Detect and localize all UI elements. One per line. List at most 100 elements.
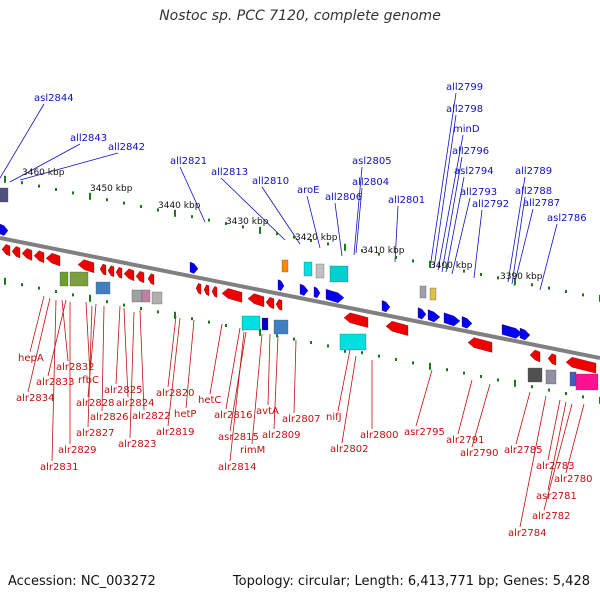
- forward-gene-label[interactable]: all2796: [452, 146, 489, 157]
- reverse-gene-label[interactable]: hetP: [174, 409, 196, 420]
- bottom-leader-line: [139, 309, 145, 411]
- reverse-gene-label[interactable]: asr2795: [404, 427, 445, 438]
- reverse-gene-label[interactable]: alr2829: [58, 445, 96, 456]
- forward-gene-label[interactable]: all2787: [523, 198, 560, 209]
- reverse-gene-label[interactable]: asr2781: [536, 491, 577, 502]
- bottom-leader-line: [547, 401, 567, 491]
- reverse-gene-label[interactable]: alr2816: [214, 410, 252, 421]
- reverse-gene-label[interactable]: alr2800: [360, 430, 398, 441]
- reverse-gene-label[interactable]: alr2809: [262, 430, 300, 441]
- reverse-gene-label[interactable]: alr2783: [536, 461, 574, 472]
- forward-gene-label[interactable]: asl2805: [352, 156, 392, 167]
- reverse-gene-label[interactable]: alr2825: [104, 385, 142, 396]
- forward-gene-label[interactable]: all2842: [108, 142, 145, 153]
- forward-gene-label[interactable]: all2792: [472, 199, 509, 210]
- top-leader-line: [437, 134, 464, 271]
- reverse-gene-label[interactable]: alr2780: [554, 474, 592, 485]
- inner-tick-row: [174, 311, 176, 319]
- reverse-gene-label[interactable]: alr2824: [116, 398, 154, 409]
- reverse-gene-label[interactable]: nifJ: [326, 412, 342, 423]
- forward-gene-label[interactable]: minD: [453, 124, 480, 135]
- reverse-gene: [115, 267, 123, 279]
- forward-gene-label[interactable]: asl2794: [454, 166, 494, 177]
- inner-tick-row: [89, 294, 91, 302]
- reverse-gene: [343, 312, 369, 328]
- inner-tick-row: [531, 385, 533, 389]
- outer-tick-row: [174, 209, 176, 217]
- forward-gene-label[interactable]: all2804: [352, 177, 389, 188]
- reverse-gene-label[interactable]: asr2815: [218, 432, 259, 443]
- forward-gene-label[interactable]: all2789: [515, 166, 552, 177]
- reverse-gene-label[interactable]: alr2814: [218, 462, 256, 473]
- top-leader-line: [429, 92, 457, 269]
- reverse-gene: [11, 246, 21, 259]
- forward-gene-label[interactable]: all2799: [446, 82, 483, 93]
- forward-gene-label[interactable]: all2821: [170, 156, 207, 167]
- outer-tick-row: [242, 225, 244, 229]
- reverse-gene-label[interactable]: alr2831: [40, 462, 78, 473]
- outer-tick-row: [38, 184, 40, 188]
- feature-box: [0, 187, 9, 203]
- inner-tick-row: [395, 358, 397, 361]
- top-leader-line: [513, 208, 534, 287]
- forward-gene-label[interactable]: asl2786: [547, 213, 587, 224]
- reverse-gene-label[interactable]: alr2819: [156, 427, 194, 438]
- forward-gene-label[interactable]: all2806: [325, 192, 362, 203]
- forward-gene: [189, 261, 199, 274]
- top-leader-line: [507, 176, 526, 283]
- reverse-gene-label[interactable]: alr2833: [36, 377, 74, 388]
- reverse-gene: [203, 284, 210, 297]
- bottom-leader-line: [457, 379, 473, 435]
- top-leader-line: [473, 209, 483, 279]
- forward-gene-label[interactable]: all2798: [446, 104, 483, 115]
- reverse-gene-label[interactable]: alr2790: [460, 448, 498, 459]
- bottom-leader-line: [101, 305, 105, 412]
- forward-gene: [277, 279, 285, 291]
- inner-tick-row: [310, 341, 312, 344]
- outer-tick-row: [276, 232, 278, 236]
- inner-tick-row: [106, 300, 108, 304]
- reverse-gene-label[interactable]: hepA: [18, 353, 44, 364]
- forward-gene: [519, 327, 531, 341]
- bottom-leader-line: [27, 297, 51, 393]
- forward-gene-label[interactable]: aroE: [297, 185, 319, 196]
- reverse-gene-label[interactable]: hetC: [198, 395, 221, 406]
- forward-gene-label[interactable]: all2843: [70, 133, 107, 144]
- reverse-gene-label[interactable]: alr2782: [532, 511, 570, 522]
- reverse-gene-label[interactable]: alr2828: [76, 398, 114, 409]
- reverse-gene-label[interactable]: rfbC: [78, 375, 99, 386]
- reverse-gene-label[interactable]: alr2827: [76, 428, 114, 439]
- reverse-gene-label[interactable]: rimM: [240, 445, 265, 456]
- kbp-label: 3390 kbp: [500, 272, 543, 282]
- reverse-gene-label[interactable]: alr2785: [504, 445, 542, 456]
- reverse-gene-label[interactable]: alr2802: [330, 444, 368, 455]
- reverse-gene-label[interactable]: avtA: [256, 406, 279, 417]
- forward-gene-label[interactable]: asl2844: [34, 93, 74, 104]
- forward-gene-label[interactable]: all2793: [460, 187, 497, 198]
- forward-gene: [0, 223, 9, 236]
- inner-tick-row: [191, 317, 193, 321]
- reverse-gene-label[interactable]: alr2820: [156, 388, 194, 399]
- reverse-gene-label[interactable]: alr2784: [508, 528, 546, 539]
- outer-tick-row: [514, 277, 516, 285]
- feature-box: [241, 315, 261, 331]
- forward-gene-label[interactable]: all2788: [515, 186, 552, 197]
- forward-gene-label[interactable]: all2801: [388, 195, 425, 206]
- forward-gene: [417, 307, 427, 320]
- reverse-gene: [467, 337, 493, 353]
- forward-gene-label[interactable]: all2810: [252, 176, 289, 187]
- reverse-gene-label[interactable]: alr2791: [446, 435, 484, 446]
- reverse-gene-label[interactable]: alr2822: [132, 411, 170, 422]
- reverse-gene-label[interactable]: alr2823: [118, 439, 156, 450]
- reverse-gene: [211, 286, 218, 298]
- reverse-gene-label[interactable]: alr2832: [56, 362, 94, 373]
- outer-tick-row: [412, 259, 414, 263]
- feature-box: [303, 261, 313, 277]
- bottom-leader-line: [129, 311, 135, 439]
- inner-tick-row: [497, 378, 499, 382]
- reverse-gene-label[interactable]: alr2834: [16, 393, 54, 404]
- reverse-gene-label[interactable]: alr2807: [282, 414, 320, 425]
- forward-gene-label[interactable]: all2813: [211, 167, 248, 178]
- reverse-gene-label[interactable]: alr2826: [90, 412, 128, 423]
- inner-tick-row: [582, 395, 584, 399]
